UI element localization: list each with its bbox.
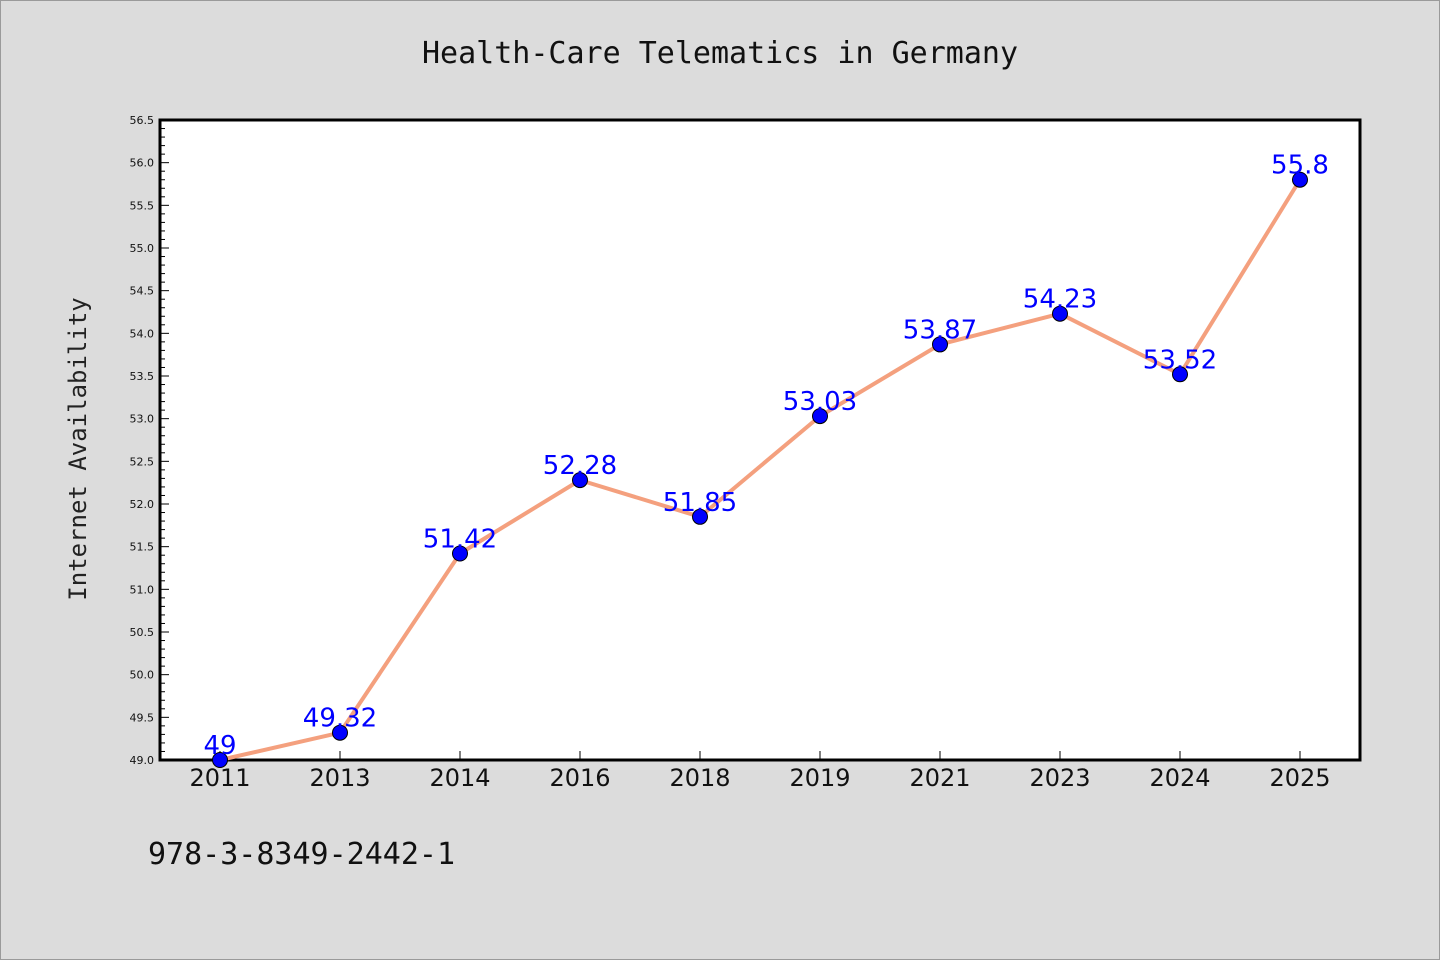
isbn-footer: 978-3-8349-2442-1 bbox=[148, 837, 455, 872]
y-tick-label: 52.5 bbox=[130, 455, 155, 468]
y-tick-label: 56.0 bbox=[130, 157, 155, 170]
y-tick-label: 51.0 bbox=[130, 583, 155, 596]
y-tick-label: 53.0 bbox=[130, 413, 155, 426]
y-tick-label: 54.5 bbox=[130, 285, 155, 298]
x-tick-label: 2024 bbox=[1149, 764, 1210, 792]
y-tick-label: 50.5 bbox=[130, 626, 155, 639]
x-tick-label: 2025 bbox=[1269, 764, 1330, 792]
chart-title: Health-Care Telematics in Germany bbox=[422, 36, 1018, 71]
data-point bbox=[332, 724, 348, 741]
plot-area bbox=[158, 118, 1362, 762]
data-label: 53.03 bbox=[783, 387, 857, 417]
data-point bbox=[572, 472, 588, 489]
data-label: 51.85 bbox=[663, 488, 737, 518]
y-tick-label: 54.0 bbox=[130, 327, 155, 340]
data-point bbox=[932, 336, 948, 353]
series-layer bbox=[212, 171, 1308, 768]
y-tick-label: 49.5 bbox=[130, 711, 155, 724]
data-point bbox=[812, 408, 828, 425]
x-tick-label: 2014 bbox=[429, 764, 490, 792]
y-tick-label: 50.0 bbox=[130, 669, 155, 682]
series-line bbox=[218, 177, 1302, 762]
data-label: 53.52 bbox=[1143, 345, 1217, 375]
data-point bbox=[1052, 305, 1068, 322]
y-axis: 49.0 49.5 50.0 50.5 51.0 51.5 52.0 52.5 53.0 53.5… bbox=[130, 114, 169, 767]
x-tick-label: 2011 bbox=[189, 764, 250, 792]
data-label: 51.42 bbox=[423, 524, 497, 554]
data-label: 49.32 bbox=[303, 704, 377, 734]
data-point bbox=[212, 752, 228, 768]
y-tick-label: 55.5 bbox=[130, 199, 155, 212]
data-point bbox=[692, 508, 708, 525]
data-point bbox=[1172, 366, 1188, 383]
data-label: 49 bbox=[203, 731, 236, 761]
data-label: 55.8 bbox=[1271, 151, 1329, 181]
x-tick-label: 2019 bbox=[789, 764, 850, 792]
y-tick-label: 49.0 bbox=[130, 754, 155, 767]
data-label: 54.23 bbox=[1023, 285, 1097, 315]
y-tick-label: 56.5 bbox=[130, 114, 155, 127]
x-axis: 2011 2013 2014 2016 2018 2019 2021 2023 2024 2025 bbox=[189, 751, 1331, 792]
x-tick-label: 2021 bbox=[909, 764, 970, 792]
x-tick-label: 2013 bbox=[309, 764, 370, 792]
data-label: 52.28 bbox=[543, 451, 617, 481]
data-point bbox=[1292, 171, 1308, 188]
data-label-layer: 49 49.32 51.42 52.28 51.85 53.03 53.87 54.23 53.… bbox=[203, 151, 1328, 761]
y-tick-label: 52.0 bbox=[130, 498, 155, 511]
data-point bbox=[452, 545, 468, 562]
x-tick-label: 2023 bbox=[1029, 764, 1090, 792]
x-tick-label: 2016 bbox=[549, 764, 610, 792]
x-tick-label: 2018 bbox=[669, 764, 730, 792]
y-tick-label: 51.5 bbox=[130, 541, 155, 554]
data-label: 53.87 bbox=[903, 315, 977, 345]
y-axis-label: Internet Availability bbox=[64, 297, 92, 600]
y-tick-label: 53.5 bbox=[130, 370, 155, 383]
y-tick-label: 55.0 bbox=[130, 242, 155, 255]
